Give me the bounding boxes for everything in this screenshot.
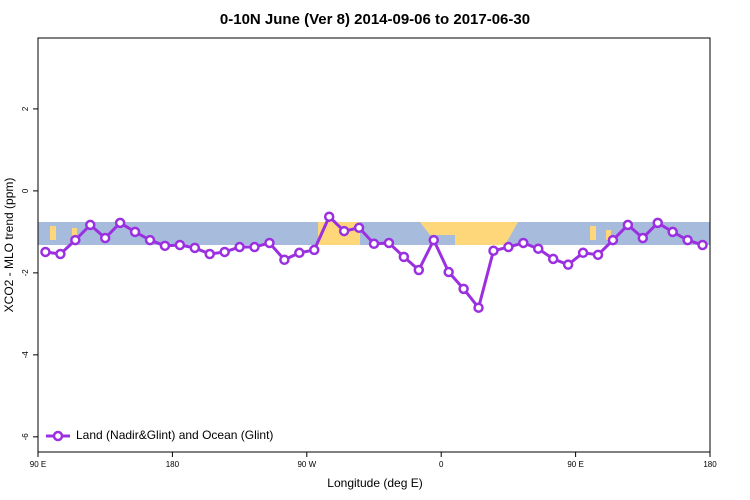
x-tick-label: 90 W [297,460,316,469]
point [353,222,365,234]
x-tick-label: 90 E [30,460,46,469]
point [682,234,693,246]
point [503,241,514,253]
point [85,219,96,231]
point [264,237,275,249]
y-axis-label: XCO2 - MLO trend (ppm) [2,178,16,313]
point [323,211,335,222]
point [55,248,66,260]
point [667,226,678,238]
point [533,243,544,254]
point [70,234,81,246]
point [129,226,141,238]
x-axis-label: Longitude (deg E) [327,476,422,490]
point [607,234,619,246]
point [622,219,634,231]
point [368,238,380,250]
point [279,254,290,266]
point [204,248,215,260]
y-tick-label: -6 [21,433,30,441]
point [697,239,708,251]
x-tick-label: 90 E [567,460,583,469]
x-tick-label: 0 [439,460,444,469]
point [309,244,320,256]
point [40,246,51,258]
plot-frame [37,37,711,453]
point [294,247,305,259]
point [458,283,469,295]
point [99,232,111,244]
point [249,241,260,253]
y-tick-label: 0 [21,188,30,193]
point [592,249,604,261]
map-band [38,222,710,245]
x-tick-label: 180 [166,460,180,469]
point [398,251,410,263]
point [383,237,395,249]
point [219,246,230,258]
point [518,237,529,249]
point [637,232,649,244]
point [234,241,245,253]
point [159,240,171,252]
point [338,225,350,237]
y-tick-label: -2 [21,269,30,277]
x-tick-label: 180 [703,460,717,469]
y-tick-label: -4 [21,351,30,359]
point [473,302,484,313]
point [189,242,201,254]
y-tick-label: 2 [21,106,30,111]
point [488,245,499,256]
point [428,234,439,246]
chart-title: 0-10N June (Ver 8) 2014-09-06 to 2017-06… [220,11,530,28]
point [413,264,425,276]
point [547,253,559,265]
point [443,266,454,278]
legend-marker [52,430,64,442]
point [174,239,186,251]
point [144,234,156,246]
point [114,217,126,229]
point [577,247,589,259]
legend-label: Land (Nadir&Glint) and Ocean (Glint) [76,428,273,442]
point [652,217,663,229]
point [562,259,574,270]
